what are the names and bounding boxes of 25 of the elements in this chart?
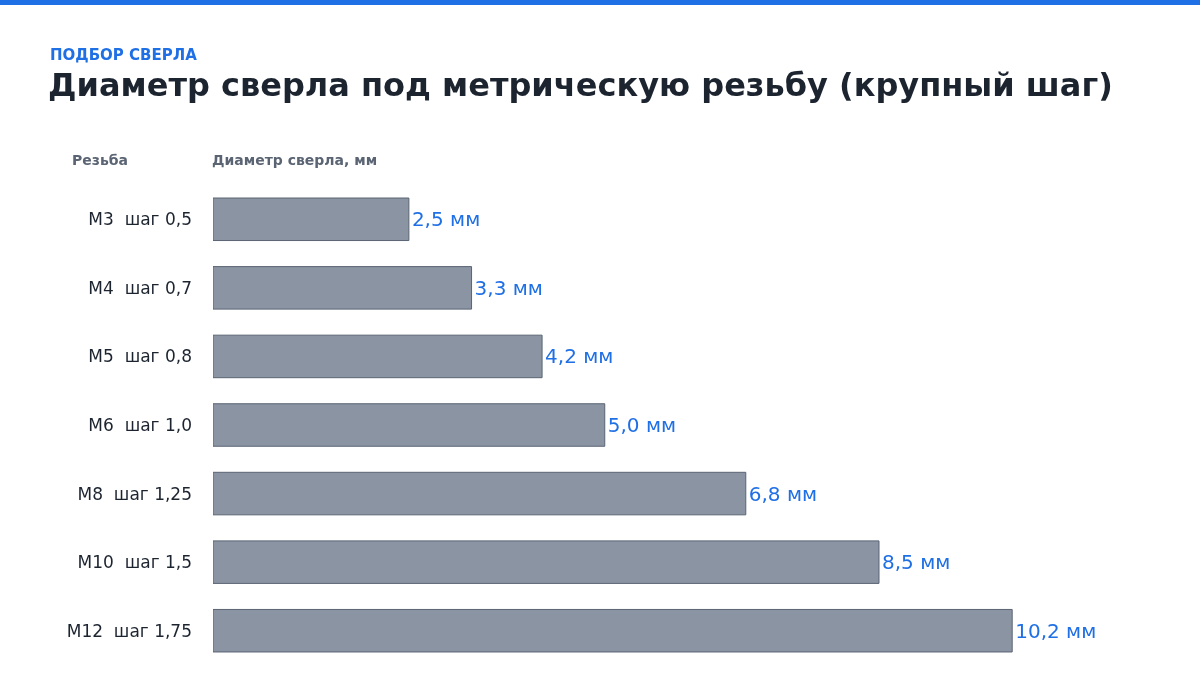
data-label: 6,8 мм — [748, 481, 818, 506]
y-tick-label: M8 шаг 1,25 — [77, 483, 192, 504]
chart-subtitle: ПОДБОР СВЕРЛА — [50, 46, 198, 64]
data-label: 3,3 мм — [474, 275, 543, 300]
y-tick-label: M10 шаг 1,5 — [77, 552, 192, 573]
x-axis-title: Диаметр сверла, мм — [212, 152, 378, 168]
data-label: 8,5 мм — [881, 550, 951, 575]
chart-title: Диаметр сверла под метрическую резьбу (крупный шаг) — [48, 66, 1113, 105]
data-label: 10,2 мм — [1015, 618, 1097, 643]
y-tick-label: M4 шаг 0,7 — [88, 277, 192, 298]
bar — [213, 540, 880, 584]
y-tick-label: M5 шаг 0,8 — [88, 346, 192, 367]
bar — [213, 471, 747, 516]
bar — [213, 266, 473, 310]
y-axis-title: Резьба — [72, 152, 128, 168]
data-label: 2,5 мм — [411, 207, 481, 232]
bar — [213, 197, 410, 242]
data-label: 4,2 мм — [545, 344, 614, 369]
bar — [213, 403, 606, 447]
y-tick-label: M12 шаг 1,75 — [66, 620, 192, 641]
y-tick-label: M6 шаг 1,0 — [88, 414, 192, 435]
bar — [213, 608, 1013, 653]
data-label: 5,0 мм — [607, 413, 677, 437]
bar — [213, 334, 543, 379]
y-tick-label: M3 шаг 0,5 — [88, 209, 192, 230]
